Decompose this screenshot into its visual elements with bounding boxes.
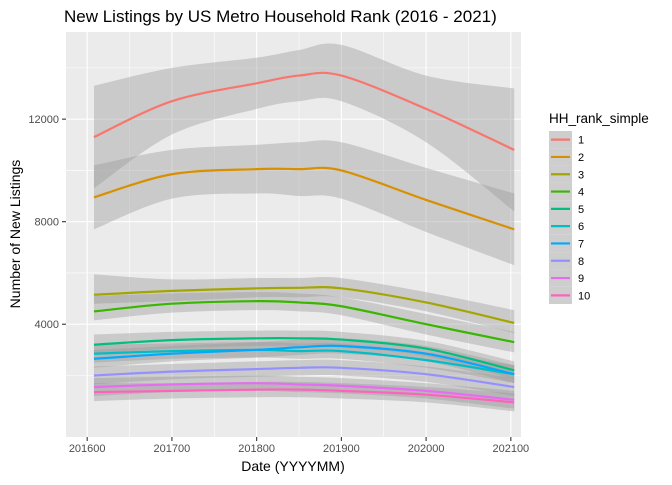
series-line-3 [93,285,515,325]
grid-lines [66,32,521,437]
series-line-6 [93,348,515,376]
legend: HH_rank_simple 1 2 3 4 5 6 7 8 9 10 [549,111,649,304]
series-line-7 [93,344,515,376]
legend-label-1: 1 [578,135,584,147]
confidence-band-5 [93,330,515,380]
axes: 201600 201700 201800 201900 202000 202100 4000… [28,114,529,455]
series-line-2 [93,166,515,231]
legend-label-3: 3 [578,169,584,181]
x-tick-label: 202000 [408,443,445,455]
y-tick-label: 12000 [28,114,59,126]
plot-panel [66,32,521,437]
legend-label-7: 7 [578,238,584,250]
x-tick-label: 201800 [238,443,275,455]
series-line-9 [93,382,515,401]
y-tick-label: 8000 [35,217,59,229]
legend-label-2: 2 [578,152,584,164]
series-line-10 [93,388,515,404]
confidence-band-8 [93,359,515,396]
confidence-band-1 [93,43,515,212]
chart-title: New Listings by US Metro Household Rank … [64,7,497,26]
series-line-8 [93,366,515,389]
series-line-1 [93,71,515,151]
y-tick-label: 4000 [35,319,59,331]
x-tick-label: 202100 [492,443,529,455]
x-tick-label: 201600 [69,443,106,455]
confidence-band-4 [93,292,515,353]
panel-background [66,32,521,437]
legend-label-10: 10 [578,290,590,302]
series-line-5 [93,337,515,372]
y-axis-title: Number of New Listings [7,160,23,309]
series-lines [93,71,515,404]
x-tick-label: 201700 [154,443,191,455]
x-tick-label: 201900 [323,443,360,455]
legend-title: HH_rank_simple [549,111,649,126]
legend-label-9: 9 [578,273,584,285]
legend-label-6: 6 [578,221,584,233]
series-line-4 [93,300,515,344]
legend-label-4: 4 [578,187,584,199]
legend-label-8: 8 [578,256,584,268]
confidence-band-7 [93,337,515,384]
legend-label-5: 5 [578,204,584,216]
x-axis-title: Date (YYYYMM) [241,458,344,474]
